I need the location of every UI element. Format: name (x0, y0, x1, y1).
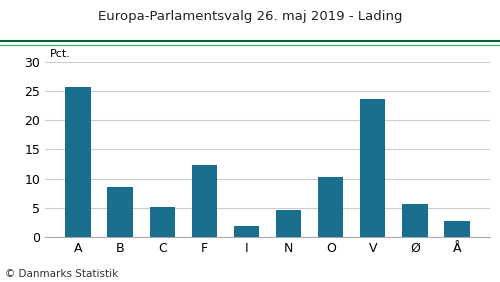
Bar (444, 221, 470, 237)
Bar (360, 99, 386, 237)
Bar (65, 87, 90, 237)
Bar (192, 165, 217, 237)
Bar (150, 207, 175, 237)
Text: Pct.: Pct. (50, 49, 70, 59)
Bar (318, 177, 344, 237)
Bar (402, 204, 427, 237)
Bar (276, 210, 301, 237)
Text: © Danmarks Statistik: © Danmarks Statistik (5, 269, 118, 279)
Bar (108, 187, 132, 237)
Bar (234, 226, 259, 237)
Text: Europa-Parlamentsvalg 26. maj 2019 - Lading: Europa-Parlamentsvalg 26. maj 2019 - Lad… (98, 10, 402, 23)
